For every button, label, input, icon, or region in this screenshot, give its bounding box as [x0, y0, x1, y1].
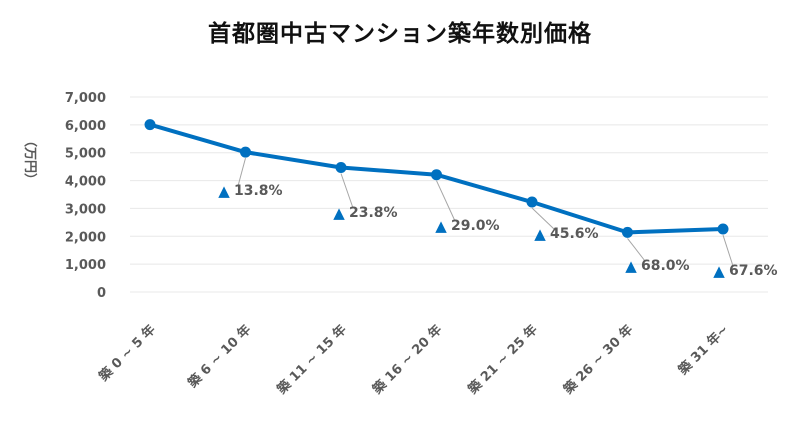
x-tick-label: 築 26 ~ 30 年 [560, 322, 637, 399]
y-tick-label: 2,000 [65, 230, 106, 245]
data-point [431, 169, 442, 181]
up-triangle-icon: ▲ [218, 182, 230, 200]
y-axis-label: （万円） [22, 134, 38, 186]
up-triangle-icon: ▲ [625, 257, 637, 275]
x-tick-label: 築 0 ~ 5 年 [95, 322, 159, 386]
x-tick-label: 築 6 ~ 10 年 [184, 322, 254, 392]
series-layer [144, 119, 729, 238]
gridlines [130, 96, 768, 293]
y-tick-label: 3,000 [65, 202, 106, 217]
annotation-leader [237, 158, 246, 187]
up-triangle-icon: ▲ [534, 225, 546, 243]
annotation-label: 23.8% [349, 205, 398, 221]
annotation-leader [531, 207, 555, 230]
data-point [717, 223, 729, 235]
y-tick-label: 0 [97, 286, 106, 301]
annotation-label: 13.8% [234, 183, 283, 199]
annotation-leader [436, 180, 456, 222]
up-triangle-icon: ▲ [333, 204, 345, 222]
y-tick-label: 7,000 [65, 91, 106, 106]
y-axis-ticks: 0 1,000 2,000 3,000 4,000 5,000 6,000 7,000 [65, 91, 106, 301]
annotation-leader [722, 234, 734, 267]
up-triangle-icon: ▲ [435, 217, 447, 235]
annotation-leader [627, 238, 646, 262]
annotation-label: 68.0% [641, 258, 690, 274]
annotation-label: 29.0% [451, 218, 500, 234]
x-tick-label: 築 31 年~ [675, 322, 732, 379]
data-point [335, 161, 347, 173]
y-tick-label: 1,000 [65, 258, 106, 273]
annotation-label: 67.6% [729, 263, 778, 279]
annotation-label: 45.6% [550, 226, 599, 242]
data-point [144, 119, 156, 131]
chart-title: 首都圏中古マンション築年数別価格 [208, 21, 592, 47]
annotations-layer: ▲ 13.8%▲ 23.8%▲ 29.0% ▲ 45.6%▲ 68.0% ▲ 67.6% [218, 158, 778, 280]
data-point [526, 196, 538, 208]
y-tick-label: 6,000 [65, 119, 106, 134]
up-triangle-icon: ▲ [713, 262, 725, 280]
data-point [622, 226, 633, 238]
x-axis-ticks: 築 0 ~ 5 年築 6 ~ 10 年築 11 ~ 15 年築 16 ~ 20 … [95, 322, 732, 399]
y-tick-label: 4,000 [65, 175, 106, 190]
y-tick-label: 5,000 [65, 147, 106, 162]
x-tick-label: 築 16 ~ 20 年 [369, 322, 446, 399]
x-tick-label: 築 21 ~ 25 年 [464, 322, 541, 399]
annotation-leader [340, 173, 354, 209]
x-tick-label: 築 11 ~ 15 年 [273, 322, 350, 399]
data-point [240, 146, 251, 158]
